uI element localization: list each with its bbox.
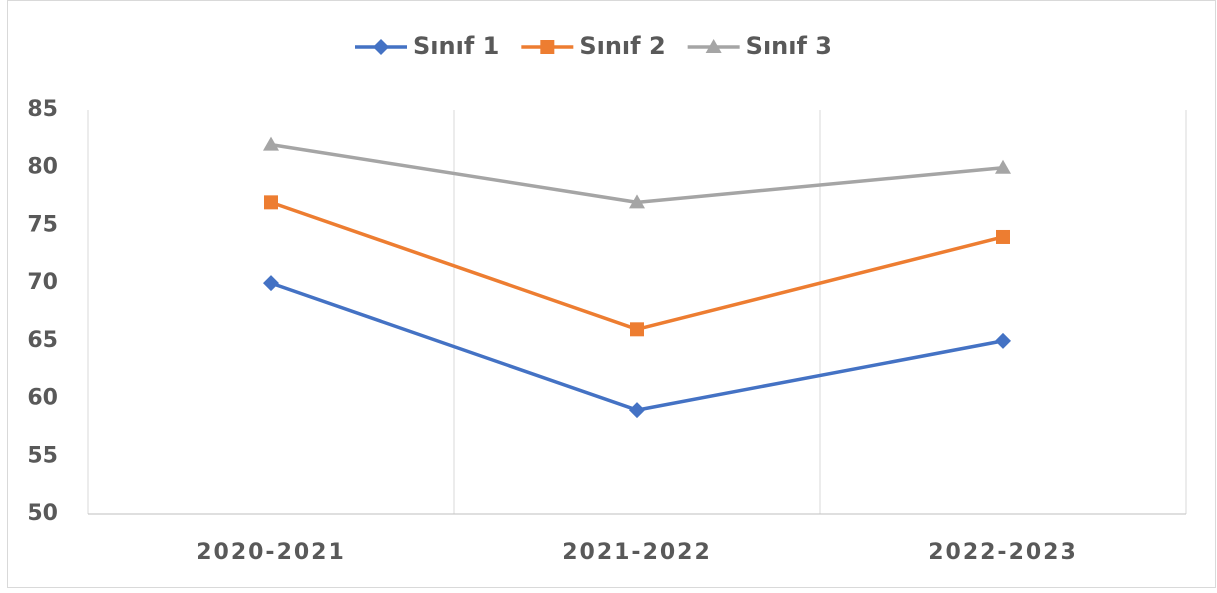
y-tick-label: 55 (27, 443, 58, 468)
marker (264, 195, 278, 210)
marker (995, 159, 1011, 174)
y-tick-label: 65 (27, 328, 58, 353)
marker (995, 332, 1011, 349)
legend-label: Sınıf 2 (579, 32, 665, 60)
marker (540, 40, 555, 54)
marker (630, 322, 644, 337)
legend-label: Sınıf 1 (413, 32, 499, 60)
marker (263, 136, 279, 151)
chart-border (7, 0, 1216, 588)
marker (705, 39, 722, 53)
y-tick-label: 50 (27, 501, 58, 526)
marker (629, 194, 645, 209)
legend-label: Sınıf 3 (746, 32, 832, 60)
y-tick-label: 70 (27, 270, 58, 295)
marker (629, 402, 645, 419)
marker (996, 229, 1010, 244)
x-tick-label: 2022-2023 (928, 540, 1078, 565)
marker (373, 39, 389, 55)
x-tick-label: 2021-2022 (562, 540, 712, 565)
marker (263, 275, 279, 292)
y-tick-label: 85 (27, 97, 58, 122)
y-tick-label: 75 (27, 212, 58, 237)
y-tick-label: 80 (27, 155, 58, 180)
x-tick-label: 2020-2021 (196, 540, 346, 565)
y-tick-label: 60 (27, 386, 58, 411)
